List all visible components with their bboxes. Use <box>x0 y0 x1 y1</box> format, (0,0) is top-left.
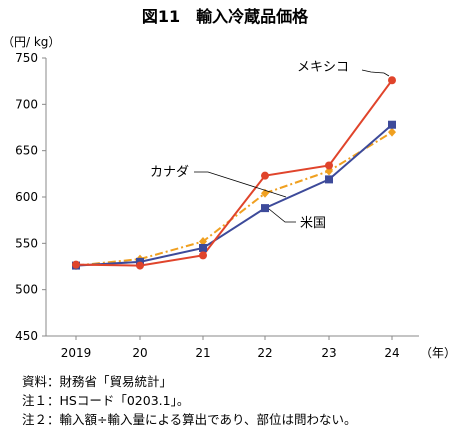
y-tick-label: 600 <box>15 190 38 204</box>
x-tick-label: 22 <box>257 346 272 360</box>
data-point-us <box>199 244 207 252</box>
x-axis-unit-label: （年） <box>420 346 450 360</box>
series-label-mexico: メキシコ <box>297 60 349 75</box>
x-tick-label: 20 <box>132 346 147 360</box>
series-label-canada: カナダ <box>150 165 189 180</box>
footnote-2: 注２：輸入額÷輸入量による算出であり、部位は問わない。 <box>22 409 356 428</box>
y-axis-unit-label: （円/ kg） <box>2 35 60 49</box>
y-tick-label: 550 <box>15 236 38 250</box>
chart-title: 図11 輸入冷蔵品価格 <box>142 7 309 26</box>
data-point-mexico <box>199 251 207 259</box>
data-point-us <box>325 175 333 183</box>
source-note: 資料：財務省「貿易統計」 <box>22 371 172 390</box>
y-tick-label: 650 <box>15 144 38 158</box>
data-point-mexico <box>325 161 333 169</box>
label-leader-mexico <box>362 70 389 76</box>
series-line-mexico <box>76 80 392 265</box>
data-point-mexico <box>136 262 144 270</box>
y-tick-label: 750 <box>15 51 38 65</box>
data-point-mexico <box>261 172 269 180</box>
series-line-canada <box>76 132 392 265</box>
data-point-mexico <box>388 76 396 84</box>
data-point-us <box>261 204 269 212</box>
data-point-mexico <box>72 261 80 269</box>
x-tick-label: 21 <box>195 346 210 360</box>
y-tick-label: 700 <box>15 97 38 111</box>
footnote-1: 注１：HSコード「0203.1」。 <box>22 390 189 409</box>
series-label-us: 米国 <box>300 216 326 231</box>
x-tick-label: 2019 <box>61 346 92 360</box>
label-leader-us <box>269 209 296 222</box>
data-point-us <box>388 121 396 129</box>
y-tick-label: 450 <box>15 329 38 343</box>
data-point-canada <box>388 128 396 137</box>
x-tick-label: 23 <box>321 346 336 360</box>
x-tick-label: 24 <box>384 346 399 360</box>
y-tick-label: 500 <box>15 283 38 297</box>
label-leader-canada <box>194 172 286 197</box>
